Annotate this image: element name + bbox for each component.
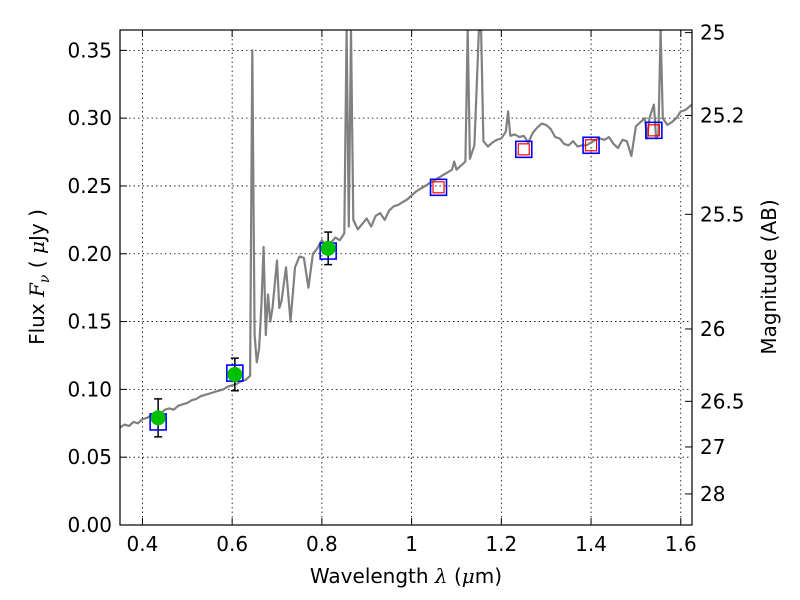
photometry-point	[227, 366, 243, 382]
y-axis-label: Flux Fν ( μJy )	[25, 209, 53, 345]
upper-point	[432, 181, 445, 194]
y-tick-label: 0.25	[67, 174, 112, 198]
y-tick-label: 0.15	[67, 310, 112, 334]
mag-tick-label: 26	[700, 317, 725, 341]
spectrum-layer	[120, 30, 692, 429]
y-tick-label: 0.35	[67, 38, 112, 62]
x-tick-label: 0.6	[216, 532, 248, 556]
plot-frame	[119, 29, 693, 526]
mag-tick-label: 26.5	[700, 389, 745, 413]
model-point	[645, 121, 663, 140]
x-tick-label: 1.2	[485, 532, 517, 556]
mag-tick-label: 25.5	[700, 202, 745, 226]
photometry-point	[320, 240, 336, 256]
upper-point	[647, 124, 660, 137]
x-tick-label: 1.6	[665, 532, 697, 556]
photometry-layer	[149, 121, 663, 438]
y-tick-label: 0.05	[67, 445, 112, 469]
model-point	[582, 136, 600, 155]
mag-tick-label: 27	[700, 435, 725, 459]
y-tick-label: 0.10	[67, 377, 112, 401]
x-tick-label: 0.8	[306, 532, 338, 556]
mag-tick-label: 25	[700, 21, 725, 45]
x-tick-label: 1	[405, 532, 418, 556]
model-point	[429, 178, 448, 197]
upper-point	[517, 143, 530, 156]
upper-point	[584, 139, 598, 152]
y-tick-label: 0.00	[67, 513, 112, 537]
photometry-point	[150, 410, 166, 426]
axis-ticks: 0.4 0.6 0.8 1 1.2 1.4 1.6 0.00 0.05 0.10 0.15 0.20 0…	[67, 21, 744, 556]
x-axis-label: Wavelength λ (μm)	[310, 564, 502, 588]
grid-lines	[120, 30, 692, 526]
model-point	[514, 140, 533, 159]
mag-tick-label: 25.2	[700, 103, 745, 127]
y-tick-label: 0.30	[67, 106, 112, 130]
spectrum-line	[120, 30, 692, 429]
mag-tick-label: 28	[700, 482, 725, 506]
x-tick-label: 0.4	[127, 532, 159, 556]
y-tick-label: 0.20	[67, 242, 112, 266]
y2-axis-label: Magnitude (AB)	[757, 199, 781, 354]
lambda-symbol: λ	[434, 564, 448, 588]
x-tick-label: 1.4	[575, 532, 607, 556]
